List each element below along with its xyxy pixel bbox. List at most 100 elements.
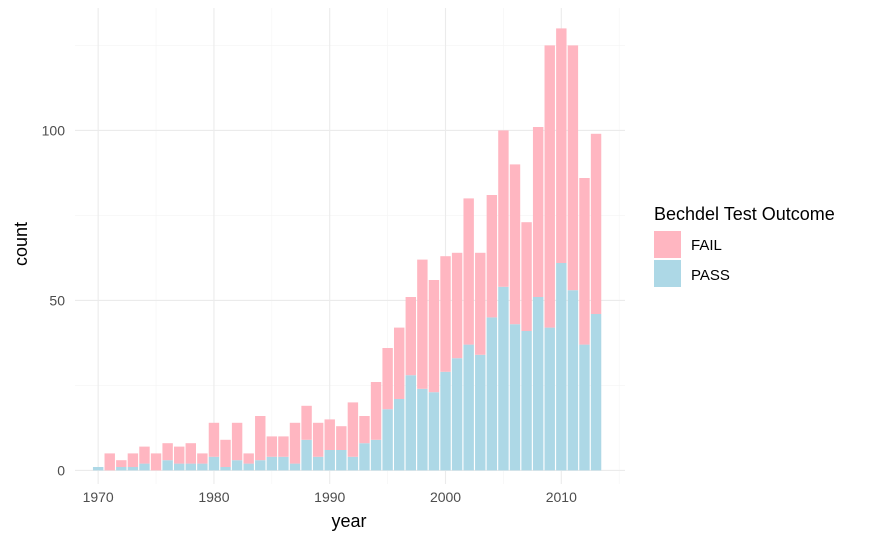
bar-pass <box>336 450 347 471</box>
bar-pass <box>370 439 382 471</box>
legend-label-pass: PASS <box>691 267 730 284</box>
y-tick-label: 0 <box>57 462 65 478</box>
bar-pass <box>174 463 185 471</box>
bar-pass <box>498 286 509 471</box>
bar-pass <box>266 456 278 471</box>
bar-fail <box>556 28 567 264</box>
bar-fail <box>324 419 335 450</box>
bar-pass <box>289 463 301 471</box>
bar-pass <box>139 463 150 471</box>
bar-pass <box>556 263 567 471</box>
bar-fail <box>509 164 521 325</box>
bar-fail <box>162 443 173 461</box>
bar-pass <box>521 331 532 471</box>
bar-pass <box>324 450 335 471</box>
legend: Bechdel Test Outcome FAIL PASS <box>654 204 835 287</box>
bar-fail <box>116 460 127 467</box>
bar-pass <box>278 456 289 471</box>
bar-fail <box>278 436 289 457</box>
minor-grid <box>75 8 625 484</box>
bar-fail <box>498 130 509 287</box>
bar-pass <box>162 460 173 471</box>
bar-fail <box>208 422 220 457</box>
bar-pass <box>405 375 416 471</box>
legend-label-fail: FAIL <box>691 237 722 254</box>
bar-fail <box>532 127 544 297</box>
bar-pass <box>382 409 393 471</box>
bar-fail <box>475 252 486 355</box>
bar-pass <box>347 456 359 471</box>
legend-title: Bechdel Test Outcome <box>654 204 835 224</box>
bar-fail <box>521 222 532 331</box>
bar-fail <box>185 443 196 464</box>
bar-fail <box>220 439 231 467</box>
bar-fail <box>405 297 416 376</box>
bar-fail <box>544 45 555 328</box>
bar-pass <box>417 388 428 471</box>
bar-pass <box>127 467 139 471</box>
bar-fail <box>347 402 359 457</box>
bar-pass <box>475 354 486 471</box>
bar-fail <box>139 446 150 464</box>
bar-fail <box>150 453 162 471</box>
bar-fail <box>301 405 312 440</box>
bar-fail <box>486 195 498 318</box>
y-tick-label: 50 <box>49 292 65 308</box>
y-axis-title: count <box>11 222 31 266</box>
bar-fail <box>312 422 324 457</box>
x-tick-label: 1980 <box>198 489 229 505</box>
bar-pass <box>220 467 231 471</box>
bar-pass <box>231 460 243 471</box>
bar-fail <box>127 453 139 467</box>
bars <box>92 28 602 471</box>
plot-panel <box>75 8 625 484</box>
bar-pass <box>509 324 521 471</box>
bar-pass <box>486 317 498 471</box>
y-axis-ticks: 0 50 100 <box>42 122 66 478</box>
bar-pass <box>428 392 440 471</box>
bar-fail <box>289 422 301 464</box>
bar-pass <box>451 358 463 471</box>
bar-fail <box>567 45 579 291</box>
bar-pass <box>312 456 324 471</box>
bar-fail <box>243 453 254 464</box>
bar-pass <box>243 463 254 471</box>
bar-pass <box>544 327 555 471</box>
bar-fail <box>255 416 266 461</box>
x-tick-label: 1970 <box>83 489 114 505</box>
x-tick-label: 1990 <box>314 489 345 505</box>
bar-fail <box>428 280 440 393</box>
x-axis-ticks: 1970 1980 1990 2000 2010 <box>83 489 578 505</box>
bar-pass <box>301 439 312 471</box>
bar-pass <box>394 399 405 471</box>
bar-pass <box>359 443 370 471</box>
y-tick-label: 100 <box>42 122 66 138</box>
bar-fail <box>394 327 405 399</box>
bar-pass <box>532 297 544 471</box>
bar-fail <box>231 422 243 461</box>
x-tick-label: 2010 <box>546 489 577 505</box>
bar-fail <box>463 198 474 345</box>
bar-pass <box>185 463 196 471</box>
legend-key-pass <box>654 260 681 287</box>
bar-pass <box>579 344 590 471</box>
bar-pass <box>463 344 474 471</box>
bar-pass <box>116 467 127 471</box>
bar-fail <box>590 133 602 314</box>
bar-pass <box>567 290 579 471</box>
bar-fail <box>359 416 370 444</box>
bar-fail <box>440 256 451 372</box>
x-tick-label: 2000 <box>430 489 461 505</box>
bar-fail <box>417 259 428 389</box>
bar-pass <box>440 371 451 471</box>
bar-fail <box>104 453 115 471</box>
legend-key-fail <box>654 231 681 258</box>
bar-pass <box>255 460 266 471</box>
bar-pass <box>197 463 208 471</box>
bar-fail <box>336 426 347 450</box>
bar-pass <box>92 467 104 471</box>
bar-fail <box>382 348 393 410</box>
bar-fail <box>451 252 463 359</box>
bar-fail <box>370 382 382 440</box>
